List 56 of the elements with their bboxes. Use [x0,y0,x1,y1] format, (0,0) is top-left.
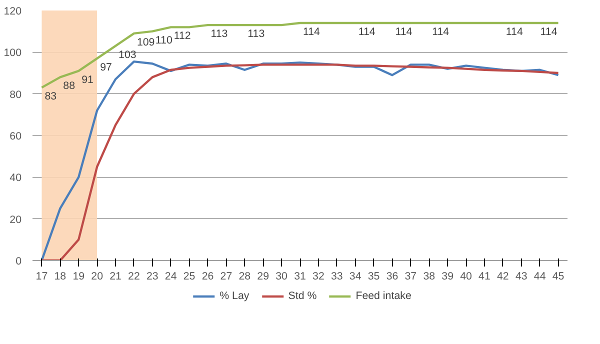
x-tick-label: 39 [442,270,454,282]
x-tick-label: 27 [220,270,232,282]
data-label: 91 [82,74,94,86]
data-label: 113 [248,28,265,40]
x-tick-label: 19 [72,270,85,282]
x-tick-label: 37 [404,270,417,282]
data-label: 109 [136,36,155,48]
x-tick-label: 25 [183,270,196,282]
data-label: 114 [540,26,558,38]
data-label: 97 [100,61,112,74]
data-label: 103 [118,48,136,61]
data-label: 114 [506,26,523,38]
y-tick-label: 20 [10,214,22,226]
x-tick-label: 42 [497,270,509,282]
y-tick-label: 100 [4,47,22,60]
data-label: 83 [44,90,57,103]
data-label: 114 [358,26,376,38]
x-tick-label: 24 [164,270,177,282]
data-label: 114 [432,26,450,38]
data-label: 113 [210,28,228,40]
data-label: 110 [155,34,172,46]
x-tick-label: 28 [238,270,251,282]
y-tick-label: 60 [10,130,22,142]
x-tick-label: 33 [330,270,343,282]
x-tick-label: 29 [257,270,270,282]
legend-label: % Lay [220,290,250,302]
legend-label: Std % [288,290,317,302]
x-tick-label: 31 [294,270,306,282]
y-tick-label: 120 [4,6,22,18]
data-label: 112 [174,30,191,42]
x-tick-label: 36 [386,270,398,282]
data-label: 114 [395,26,412,38]
x-tick-label: 41 [478,270,490,282]
data-label: 88 [63,80,76,92]
y-tick-label: 40 [10,172,22,184]
x-tick-label: 21 [110,270,122,282]
x-tick-label: 44 [534,270,546,282]
x-tick-label: 18 [54,270,66,282]
x-tick-label: 43 [515,270,528,282]
y-tick-label: 0 [16,256,22,268]
x-tick-label: 32 [312,270,324,282]
line-series [40,22,560,89]
x-tick-label: 45 [552,270,564,282]
legend-label: Feed intake [356,290,412,302]
x-tick-label: 20 [91,270,104,282]
x-tick-label: 40 [460,270,472,282]
y-tick-label: 80 [10,88,22,101]
x-tick-label: 35 [368,270,380,282]
x-tick-label: 22 [128,270,140,282]
x-tick-label: 17 [36,270,48,282]
x-tick-label: 38 [423,270,436,282]
x-tick-label: 26 [202,270,214,282]
x-tick-label: 23 [146,270,158,282]
x-tick-label: 34 [349,270,362,282]
x-tick-label: 30 [276,270,288,282]
data-label: 114 [303,26,320,38]
